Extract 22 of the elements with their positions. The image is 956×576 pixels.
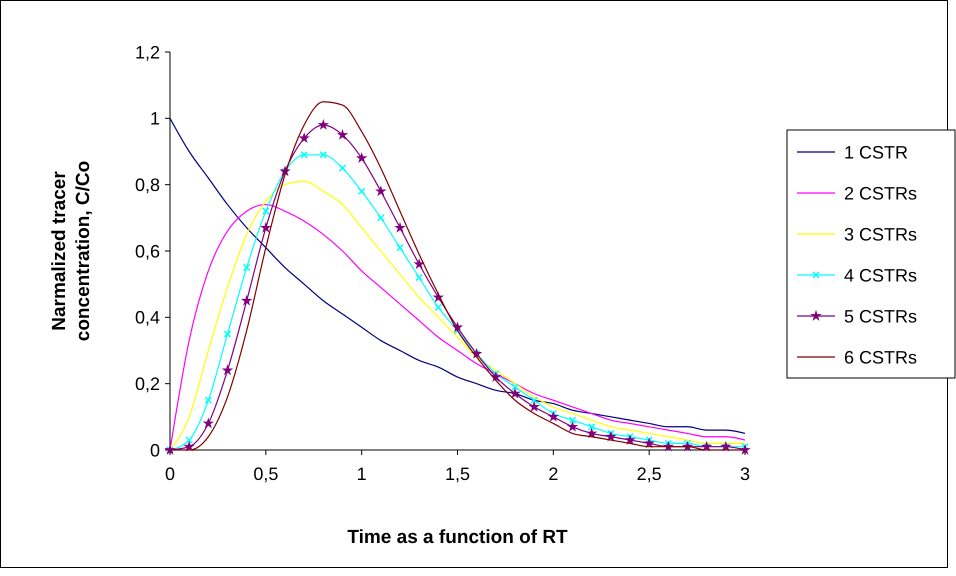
y-tick-label: 0,8: [134, 174, 160, 195]
x-tick-label: 0: [164, 464, 176, 484]
legend-label: 2 CSTRs: [844, 183, 918, 204]
x-tick-label: 1: [356, 464, 367, 484]
x-tick-label: 2,5: [636, 464, 662, 484]
legend-label: 4 CSTRs: [844, 265, 918, 286]
legend-label: 1 CSTR: [844, 142, 908, 162]
y-tick-label: 1: [150, 108, 160, 129]
y-tick-label: 1,2: [134, 42, 160, 62]
x-tick-label: 1,5: [444, 464, 470, 484]
legend-label: 6 CSTRs: [844, 347, 918, 368]
legend-label: 5 CSTRs: [844, 306, 918, 326]
x-tick-label: 0,5: [253, 464, 278, 484]
y-tick-label: 0,6: [134, 241, 160, 262]
y-tick-label: 0,2: [134, 374, 160, 394]
legend-label: 3 CSTRs: [844, 224, 918, 244]
x-axis-title: Time as a function of RT: [347, 527, 568, 548]
y-tick-label: 0,4: [134, 308, 160, 328]
y-axis-title: Narmalized tracer concentration, C/Co: [49, 160, 94, 342]
y-tick-label: 0: [150, 440, 160, 460]
x-tick-label: 2: [548, 464, 558, 484]
x-tick-label: 3: [740, 464, 750, 484]
